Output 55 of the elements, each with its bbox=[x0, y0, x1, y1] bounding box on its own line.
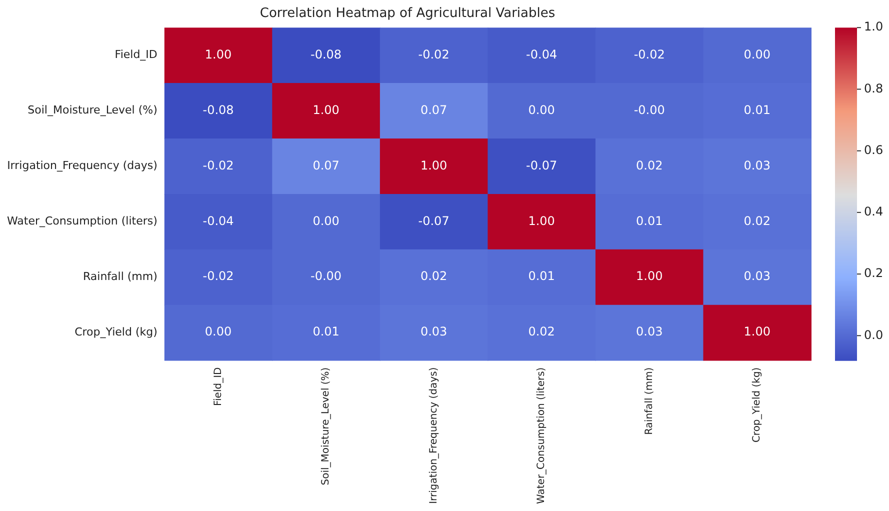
color-bar-label: 1.0 bbox=[864, 20, 884, 34]
data-label: -0.07 bbox=[418, 214, 450, 228]
y-tick-label: Irrigation_Frequency (days) bbox=[7, 159, 158, 172]
color-bar-label: 0.0 bbox=[864, 328, 884, 342]
data-label: -0.08 bbox=[202, 102, 234, 117]
y-tick-label: Field_ID bbox=[114, 48, 158, 62]
data-label: 0.01 bbox=[636, 214, 663, 228]
data-label: 1.00 bbox=[636, 269, 663, 284]
data-label: 1.00 bbox=[528, 214, 555, 228]
y-tick-label: Rainfall (mm) bbox=[82, 270, 158, 283]
data-label: -0.07 bbox=[526, 158, 558, 172]
data-label: 0.00 bbox=[528, 102, 555, 117]
data-label: 0.07 bbox=[312, 158, 340, 172]
data-label: -0.02 bbox=[418, 47, 450, 62]
data-label: -0.04 bbox=[202, 214, 234, 228]
data-label: 0.00 bbox=[312, 214, 340, 228]
data-label: 0.01 bbox=[312, 324, 340, 339]
x-tick-label: Rainfall (mm) bbox=[644, 367, 655, 435]
x-tick-label: Crop_Yield (kg) bbox=[752, 367, 763, 443]
x-tick-label: Water_Consumption (liters) bbox=[536, 367, 548, 504]
data-label: 0.02 bbox=[528, 324, 555, 339]
data-label: -0.00 bbox=[634, 102, 665, 117]
data-label: 1.00 bbox=[204, 47, 232, 62]
data-label: 1.00 bbox=[420, 158, 448, 172]
color-bar-label: 0.6 bbox=[864, 142, 884, 157]
data-label: 1.00 bbox=[312, 102, 340, 117]
data-label: 0.02 bbox=[420, 269, 448, 284]
data-label: 0.02 bbox=[744, 214, 770, 228]
data-label: 0.01 bbox=[744, 102, 770, 117]
color-bar-label: 0.2 bbox=[864, 266, 884, 280]
color-bar-label: 0.4 bbox=[864, 204, 884, 219]
y-tick-label: Soil_Moisture_Level (%) bbox=[28, 104, 158, 117]
data-label: 0.02 bbox=[636, 158, 663, 172]
data-label: 0.00 bbox=[744, 47, 770, 62]
data-label: -0.02 bbox=[202, 158, 234, 172]
color-bar-label: 0.8 bbox=[864, 81, 884, 96]
data-label: 0.00 bbox=[204, 324, 232, 339]
data-label: 0.03 bbox=[744, 269, 770, 284]
data-label: 1.00 bbox=[744, 324, 770, 339]
chart-title: Correlation Heatmap of Agricultural Variables bbox=[260, 6, 556, 22]
data-label: -0.08 bbox=[310, 47, 342, 62]
data-label: -0.04 bbox=[526, 47, 558, 62]
data-label: 0.03 bbox=[744, 158, 770, 172]
data-label: 0.03 bbox=[636, 324, 663, 339]
data-label: -0.00 bbox=[310, 269, 342, 284]
data-label: 0.07 bbox=[420, 102, 448, 117]
data-label: -0.02 bbox=[634, 47, 665, 62]
data-label: 0.01 bbox=[528, 269, 555, 284]
data-label: -0.02 bbox=[202, 269, 234, 284]
data-label: 0.03 bbox=[420, 324, 448, 339]
x-tick-label: Field_ID bbox=[212, 366, 224, 406]
y-tick-label: Crop_Yield (kg) bbox=[74, 325, 158, 338]
x-tick-label: Irrigation_Frequency (days) bbox=[428, 367, 440, 504]
x-tick-label: Soil_Moisture_Level (%) bbox=[320, 367, 332, 486]
y-tick-label: Water_Consumption (liters) bbox=[6, 214, 158, 228]
